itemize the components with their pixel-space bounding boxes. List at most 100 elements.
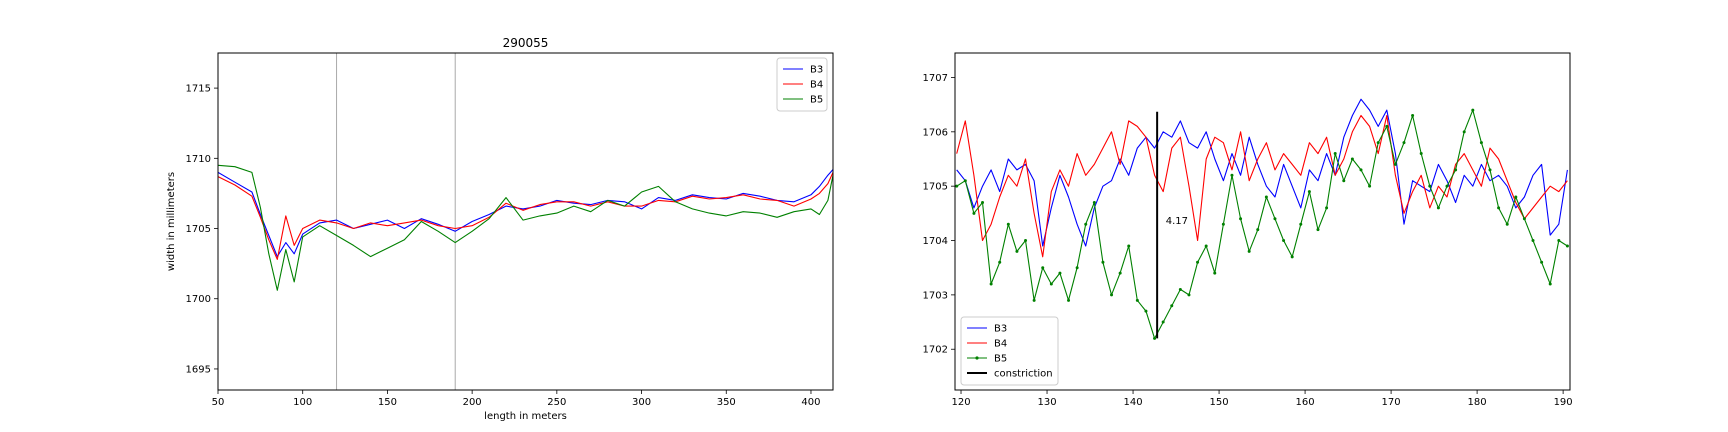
x-tick-label: 400	[801, 397, 820, 408]
data-point-B5	[1015, 249, 1019, 253]
series-line-B4	[956, 114, 1568, 258]
data-point-B5	[1058, 271, 1062, 275]
data-point-B5	[1127, 244, 1131, 248]
x-tick-label: 150	[378, 397, 397, 408]
legend-label-constriction: constriction	[994, 369, 1053, 380]
data-point-B5	[1393, 162, 1397, 166]
data-point-B5	[1514, 195, 1518, 199]
y-tick-label: 1702	[923, 345, 948, 356]
x-tick-label: 160	[1296, 397, 1315, 408]
series-line-B5	[218, 164, 833, 291]
data-point-B5	[1488, 168, 1492, 172]
y-tick-label: 1706	[923, 127, 948, 138]
data-point-B5	[1454, 168, 1458, 172]
y-tick-label: 1700	[186, 294, 211, 305]
data-point-B5	[1325, 206, 1329, 210]
legend-marker-B5	[975, 356, 979, 360]
data-point-B5	[963, 179, 967, 183]
data-point-B5	[1092, 200, 1096, 204]
data-point-B5	[1110, 293, 1114, 297]
y-tick-label: 1705	[186, 224, 211, 235]
y-tick-label: 1703	[923, 290, 948, 301]
data-point-B5	[1264, 195, 1268, 199]
data-point-B5	[1548, 282, 1552, 286]
legend-label-B3: B3	[810, 65, 823, 76]
data-point-B5	[981, 200, 985, 204]
data-point-B5	[1075, 266, 1079, 270]
x-tick-label: 50	[212, 397, 225, 408]
x-tick-label: 140	[1124, 397, 1143, 408]
legend-label-B5: B5	[810, 95, 823, 106]
chart-1: 290055 50 100 150 200 250 300 350 400 1695 1700 170…	[166, 36, 834, 422]
data-point-B5	[1376, 141, 1380, 145]
x-tick-label: 170	[1382, 397, 1401, 408]
data-point-B5	[1170, 304, 1174, 308]
data-point-B5	[1282, 239, 1286, 243]
data-point-B5	[1402, 141, 1406, 145]
data-point-B5	[1522, 217, 1526, 221]
data-point-B5	[1290, 255, 1294, 259]
data-point-B5	[1067, 298, 1071, 302]
x-axis-label: length in meters	[484, 411, 567, 422]
data-point-B5	[1557, 239, 1561, 243]
data-point-B5	[1436, 206, 1440, 210]
data-point-B5	[1445, 184, 1449, 188]
series-line-B5	[956, 109, 1568, 339]
data-point-B5	[1471, 108, 1475, 112]
y-tick-label: 1707	[923, 73, 948, 84]
y-tick-label: 1715	[186, 84, 211, 95]
data-point-B5	[1419, 152, 1423, 156]
data-point-B5	[1411, 114, 1415, 118]
data-point-B5	[1221, 222, 1225, 226]
data-point-B5	[1196, 260, 1200, 264]
data-point-B5	[1118, 271, 1122, 275]
y-tick-label: 1710	[186, 154, 211, 165]
legend: B3 B4 B5	[776, 57, 828, 112]
x-tick-label: 150	[1210, 397, 1229, 408]
data-point-B5	[998, 260, 1002, 264]
data-point-B5	[1531, 239, 1535, 243]
data-point-B5	[1316, 228, 1320, 232]
data-point-B5	[1273, 217, 1277, 221]
data-point-B5	[989, 282, 993, 286]
chart-title: 290055	[503, 36, 549, 50]
data-point-B5	[1540, 260, 1544, 264]
data-point-B5	[1230, 173, 1234, 177]
data-point-B5	[1204, 244, 1208, 248]
axes-frame	[217, 52, 834, 391]
legend-label-B4: B4	[810, 80, 823, 91]
data-point-B5	[1161, 320, 1165, 324]
data-point-B5	[1178, 287, 1182, 291]
data-point-B5	[972, 211, 976, 215]
series-line-B4	[218, 172, 833, 260]
data-point-B5	[1144, 309, 1148, 313]
y-tick-label: 1695	[186, 364, 211, 375]
data-point-B5	[1101, 260, 1105, 264]
data-point-B5	[1368, 184, 1372, 188]
data-point-B5	[1135, 298, 1139, 302]
data-point-B5	[955, 184, 959, 188]
data-point-B5	[1359, 168, 1363, 172]
data-point-B5	[1247, 249, 1251, 253]
data-point-B5	[1565, 244, 1569, 248]
x-tick-label: 300	[632, 397, 651, 408]
legend-label-B3: B3	[994, 324, 1007, 335]
chart-2: 4.17 120 130 140 150 160 170 180 190 1702 1703 1704…	[923, 52, 1573, 408]
data-point-B5	[1479, 141, 1483, 145]
plot-area	[955, 98, 1569, 340]
data-point-B5	[1024, 239, 1028, 243]
data-point-B5	[1006, 222, 1010, 226]
data-point-B5	[1049, 282, 1053, 286]
legend: B3 B4 B5 constriction	[960, 316, 1059, 386]
axes-frame	[954, 52, 1571, 391]
data-point-B5	[1505, 222, 1509, 226]
data-point-B5	[1333, 152, 1337, 156]
data-point-B5	[1307, 190, 1311, 194]
x-tick-label: 200	[463, 397, 482, 408]
series-line-B3	[956, 98, 1568, 247]
x-tick-label: 100	[293, 397, 312, 408]
y-axis-label: width in millimeters	[166, 172, 177, 271]
data-point-B5	[1462, 130, 1466, 134]
